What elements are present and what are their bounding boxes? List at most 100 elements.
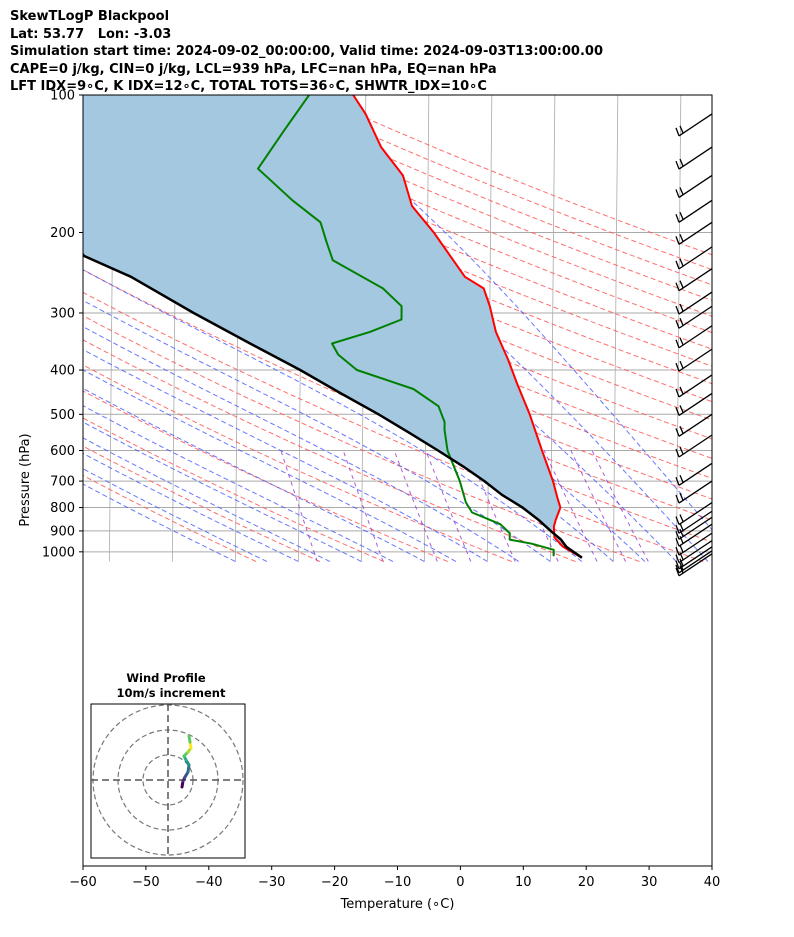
- wind-barb: [675, 546, 713, 570]
- barb-staff: [678, 268, 713, 292]
- barb-flag: [675, 564, 680, 574]
- x-tick-label: −40: [195, 875, 222, 890]
- barb-staff: [678, 392, 713, 416]
- mixing-ratio-line: [280, 450, 318, 562]
- barb-staff: [678, 174, 713, 198]
- dry-adiabat: [83, 364, 512, 562]
- barb-flag: [675, 448, 680, 458]
- y-tick-label: 300: [50, 306, 75, 321]
- barb-flag: [679, 360, 684, 369]
- wind-barb: [675, 374, 713, 398]
- y-tick-label: 1000: [42, 545, 75, 560]
- y-tick-label: 800: [50, 501, 75, 516]
- barb-flag: [679, 544, 684, 553]
- barb-staff: [678, 199, 713, 223]
- location-line: Lat: 53.77 Lon: -3.03: [10, 26, 172, 42]
- barb-flag: [679, 426, 684, 434]
- wind-barb: [675, 532, 713, 556]
- wind-barb: [675, 413, 713, 437]
- barb-staff: [678, 291, 713, 315]
- barb-flag: [679, 522, 684, 531]
- barb-flag: [675, 516, 680, 525]
- wind-barb: [675, 268, 713, 292]
- barb-flag: [679, 528, 684, 537]
- cape-cin-area: [83, 95, 582, 558]
- barb-staff: [678, 546, 713, 570]
- moist-adiabat: [83, 133, 677, 562]
- barb-flag: [679, 535, 684, 544]
- barb-flag: [675, 567, 680, 577]
- moist-adiabat: [83, 421, 362, 562]
- barb-flag: [675, 407, 680, 416]
- barb-flag: [679, 337, 684, 346]
- inset-title: Wind Profile: [126, 671, 206, 685]
- moist-adiabat: [83, 348, 488, 562]
- moist-adiabat: [83, 437, 331, 562]
- wind-barb: [675, 553, 713, 577]
- dry-adiabat: [248, 95, 712, 286]
- x-tick-label: −50: [132, 875, 159, 890]
- barb-staff: [678, 540, 713, 564]
- wind-barb: [675, 221, 713, 245]
- cape-fill-layer: [83, 95, 582, 558]
- wind-barb: [675, 501, 713, 526]
- mixing-ratio-line: [543, 450, 598, 562]
- x-tick-label: −20: [321, 875, 348, 890]
- isotherm-40: [739, 95, 743, 562]
- time-line: Simulation start time: 2024-09-02_00:00:…: [10, 44, 603, 59]
- wind-barb: [675, 174, 713, 198]
- x-tick-label: −60: [69, 875, 96, 890]
- barb-flag: [679, 446, 684, 455]
- dry-adiabat: [183, 95, 712, 317]
- barb-flag: [679, 558, 684, 567]
- wind-barb: [675, 291, 713, 315]
- moist-adiabat: [83, 299, 551, 562]
- barb-flag: [679, 125, 684, 134]
- hodograph-plot: [91, 704, 245, 858]
- isotherm--70: [46, 95, 50, 562]
- y-tick-label: 400: [50, 364, 75, 379]
- barb-flag: [679, 158, 684, 167]
- barb-flag: [675, 260, 680, 270]
- title-block: SkewTLogP Blackpool Lat: 53.77 Lon: -3.0…: [10, 8, 603, 96]
- moist-adiabat: [83, 326, 520, 562]
- barb-staff: [678, 532, 713, 556]
- barb-staff: [678, 305, 713, 329]
- isotherm-20: [612, 95, 619, 562]
- barb-flag: [675, 560, 680, 570]
- barb-flag: [675, 531, 680, 540]
- moist-adiabat: [83, 452, 299, 562]
- inset-subtitle: 10m/s increment: [117, 686, 226, 700]
- dry-adiabat: [83, 474, 257, 562]
- barb-flag: [675, 305, 680, 315]
- barb-staff: [678, 221, 713, 245]
- barb-flag: [675, 546, 680, 556]
- cape-line: CAPE=0 j/kg, CIN=0 j/kg, LCL=939 hPa, LF…: [10, 61, 497, 77]
- barb-flag: [679, 492, 684, 501]
- barb-staff: [678, 523, 713, 547]
- x-axis-label: Temperature (∘C): [340, 897, 455, 912]
- barb-staff: [678, 510, 713, 534]
- barb-staff: [678, 348, 713, 372]
- x-tick-label: 30: [641, 875, 658, 890]
- moist-adiabat: [83, 369, 457, 562]
- moist-adiabat: [83, 269, 583, 562]
- wind-barb: [675, 246, 713, 270]
- hodograph-segment: [187, 734, 192, 744]
- barb-staff: [678, 113, 713, 137]
- mixing-ratio-line: [393, 450, 438, 562]
- profile-lines-layer: [83, 95, 583, 559]
- x-tick-label: 10: [515, 875, 532, 890]
- barb-staff: [678, 516, 713, 540]
- moist-adiabat: [83, 468, 268, 562]
- wind-barb: [675, 348, 713, 372]
- x-tick-label: 20: [578, 875, 595, 890]
- barb-flag: [675, 554, 680, 563]
- barb-flag: [675, 525, 680, 534]
- moist-adiabat: [83, 405, 394, 562]
- wind-barb: [675, 480, 713, 504]
- dewpoint-profile-line: [257, 95, 555, 557]
- barb-flag: [679, 386, 684, 395]
- barb-flag: [679, 514, 684, 522]
- dry-adiabat: [83, 417, 384, 562]
